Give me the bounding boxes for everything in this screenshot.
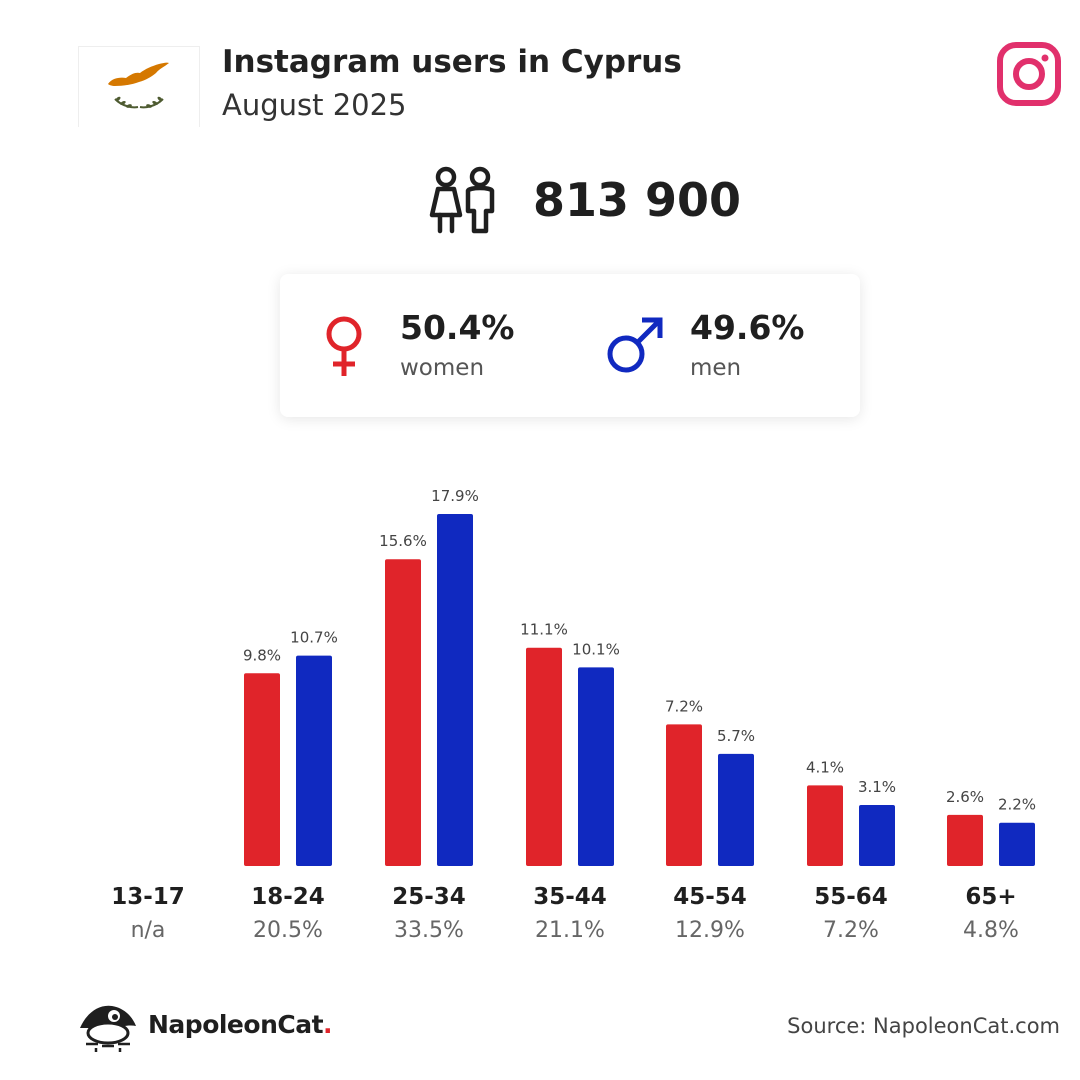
- age-group-label: 45-54: [673, 884, 747, 910]
- age-group-label: 18-24: [251, 884, 325, 910]
- age-group-share: 21.1%: [535, 918, 605, 943]
- brand-name: NapoleonCat: [148, 1010, 324, 1039]
- bar-18-24-women: [244, 673, 280, 866]
- age-group-share: n/a: [130, 918, 166, 943]
- page-subtitle: August 2025: [222, 88, 407, 122]
- bar-value-label: 7.2%: [665, 697, 703, 715]
- instagram-icon: [997, 42, 1061, 106]
- gender-card: 50.4% women 49.6% men: [280, 274, 860, 417]
- bar-value-label: 10.7%: [290, 629, 338, 647]
- source-text: Source: NapoleonCat.com: [787, 1014, 1060, 1038]
- age-group-label: 65+: [965, 884, 1017, 910]
- bar-35-44-men: [578, 667, 614, 866]
- bar-value-label: 2.6%: [946, 788, 984, 806]
- age-group-share: 33.5%: [394, 918, 464, 943]
- women-percent: 50.4%: [400, 308, 515, 347]
- bar-value-label: 9.8%: [243, 646, 281, 664]
- men-label: men: [690, 355, 742, 381]
- age-group-label: 55-64: [814, 884, 888, 910]
- age-bar-chart: 9.8% 10.7% 15.6% 17.9% 11.1%10.1% 7.2% 5.7% 4.1…: [243, 487, 1036, 866]
- cyprus-flag-icon: [78, 46, 200, 127]
- napoleoncat-logo: NapoleonCat.: [78, 1000, 333, 1052]
- bar-value-label: 15.6%: [379, 532, 427, 550]
- napoleoncat-brand: NapoleonCat.: [148, 1010, 333, 1039]
- bar-value-label: 3.1%: [858, 778, 896, 796]
- bar-65+-men: [999, 822, 1035, 866]
- bar-45-54-men: [718, 753, 754, 866]
- bar-value-label: 10.1%: [572, 640, 620, 658]
- age-group-label: 13-17: [111, 884, 185, 910]
- bar-45-54-women: [666, 724, 702, 866]
- page-title: Instagram users in Cyprus: [222, 44, 682, 80]
- bar-25-34-men: [437, 514, 473, 866]
- women-label: women: [400, 355, 485, 381]
- bar-value-label: 11.1%: [520, 621, 568, 639]
- bar-65+-women: [947, 814, 983, 866]
- total-users-value: 813 900: [533, 173, 742, 227]
- people-icon: [428, 165, 498, 237]
- bar-35-44-women: [526, 647, 562, 866]
- age-group-label: 35-44: [533, 884, 607, 910]
- age-group-share: 12.9%: [675, 918, 745, 943]
- men-percent: 49.6%: [690, 308, 805, 347]
- bar-55-64-men: [859, 805, 895, 866]
- male-symbol-icon: [604, 314, 664, 378]
- bar-18-24-men: [296, 655, 332, 866]
- napoleoncat-logo-icon: [80, 1005, 136, 1052]
- female-symbol-icon: [314, 314, 374, 378]
- age-group-label: 25-34: [392, 884, 466, 910]
- brand-dot: .: [323, 1010, 333, 1039]
- bar-value-label: 17.9%: [431, 487, 479, 505]
- bar-value-label: 4.1%: [806, 758, 844, 776]
- age-group-share: 4.8%: [963, 918, 1019, 943]
- age-group-share: 7.2%: [823, 918, 879, 943]
- age-group-share: 20.5%: [253, 918, 323, 943]
- bar-value-label: 5.7%: [717, 727, 755, 745]
- bar-55-64-women: [807, 785, 843, 866]
- bar-value-label: 2.2%: [998, 796, 1036, 814]
- bar-25-34-women: [385, 559, 421, 866]
